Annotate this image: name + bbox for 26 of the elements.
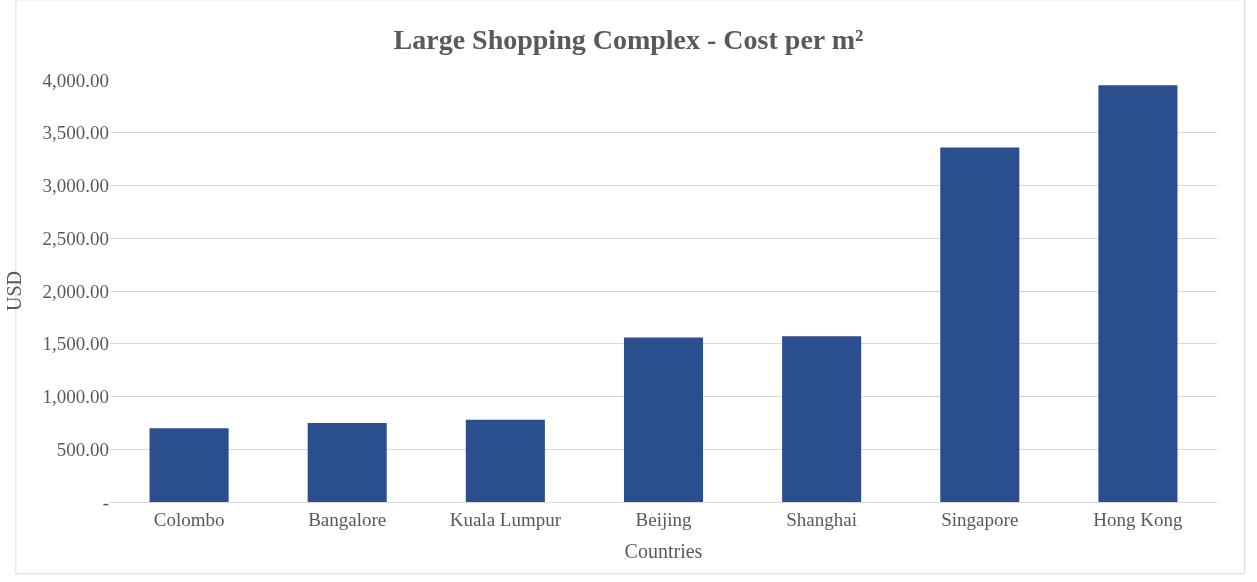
- x-tick-label: Bangalore: [308, 508, 387, 530]
- y-tick-label: 1,000.00: [42, 386, 109, 408]
- y-tick-label: 1,500.00: [42, 333, 109, 355]
- y-axis-title: USD: [3, 270, 25, 312]
- bar: [782, 336, 862, 502]
- x-tick-label: Shanghai: [786, 508, 857, 530]
- x-tick-label: Hong Kong: [1093, 508, 1184, 530]
- x-tick-label: Kuala Lumpur: [449, 508, 562, 530]
- y-tick-label: 2,500.00: [42, 227, 109, 249]
- x-axis-title: Countries: [624, 540, 703, 563]
- x-tick-label: Colombo: [153, 508, 225, 530]
- y-tick-label: 3,500.00: [42, 122, 109, 144]
- bar: [940, 147, 1020, 502]
- chart-title: Large Shopping Complex - Cost per m²: [393, 23, 864, 55]
- bar: [1098, 85, 1178, 502]
- bar: [465, 419, 545, 502]
- x-tick-label: Beijing: [635, 508, 692, 530]
- bar: [307, 422, 387, 502]
- x-tick-label: Singapore: [941, 508, 1019, 530]
- y-tick-label: 3,000.00: [42, 175, 109, 197]
- y-tick-label: 500.00: [56, 438, 109, 460]
- bar: [149, 428, 229, 502]
- bar: [623, 337, 704, 502]
- y-tick-label: -: [102, 491, 109, 513]
- y-tick-label: 2,000.00: [42, 280, 109, 302]
- y-tick-label: 4,000.00: [42, 69, 109, 91]
